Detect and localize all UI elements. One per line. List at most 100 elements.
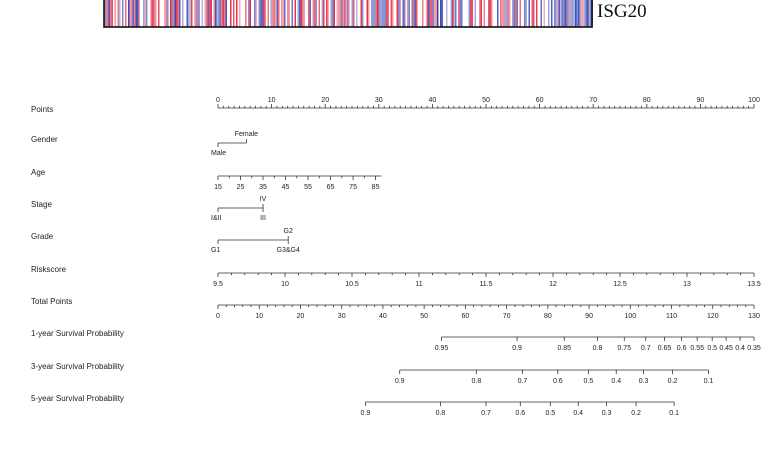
tick-label: 20: [297, 313, 305, 320]
heatmap-cell: [356, 0, 358, 27]
heatmap-cell: [285, 0, 287, 27]
heatmap-cell: [399, 0, 401, 27]
heatmap-cell: [300, 0, 302, 27]
tick-label: 110: [666, 313, 677, 320]
heatmap-cell: [426, 0, 428, 27]
heatmap-cell: [360, 0, 362, 27]
heatmap-cell: [465, 0, 467, 27]
heatmap-cell: [323, 0, 325, 27]
category-label: G2: [284, 228, 293, 235]
heatmap-cell: [530, 0, 532, 27]
heatmap-cell: [126, 0, 128, 27]
tick-label: 75: [349, 184, 357, 191]
heatmap-cell: [374, 0, 376, 27]
heatmap-cell: [149, 0, 151, 27]
tick-label: 40: [379, 313, 387, 320]
heatmap-cell: [144, 0, 146, 27]
heatmap-cell: [398, 0, 400, 27]
heatmap-cell: [536, 0, 538, 27]
heatmap-cell: [509, 0, 511, 27]
heatmap-cell: [159, 0, 161, 27]
heatmap-cell: [573, 0, 575, 27]
heatmap-cell: [390, 0, 392, 27]
heatmap-cell: [272, 0, 274, 27]
heatmap-cell: [428, 0, 430, 27]
heatmap-cell: [258, 0, 260, 27]
heatmap-cell: [317, 0, 319, 27]
heatmap-cell: [131, 0, 133, 27]
heatmap-cell: [189, 0, 191, 27]
heatmap-cell: [540, 0, 542, 27]
heatmap-cell: [486, 0, 488, 27]
row-label: Points: [31, 105, 53, 114]
heatmap-cell: [125, 0, 127, 27]
heatmap-cell: [453, 0, 455, 27]
heatmap-cell: [522, 0, 524, 27]
heatmap-cell: [432, 0, 434, 27]
heatmap-cell: [212, 0, 214, 27]
heatmap-cell: [542, 0, 544, 27]
heatmap-cell: [452, 0, 454, 27]
tick-label: 55: [304, 184, 312, 191]
heatmap-cell: [206, 0, 208, 27]
heatmap-cell: [315, 0, 317, 27]
heatmap-cell: [368, 0, 370, 27]
tick-label: 10.5: [345, 281, 359, 288]
heatmap-cell: [375, 0, 377, 27]
heatmap-cell: [237, 0, 239, 27]
heatmap-cell: [225, 0, 227, 27]
heatmap-cell: [270, 0, 272, 27]
heatmap-cell: [482, 0, 484, 27]
tick-label: 0.5: [707, 345, 717, 352]
heatmap-cell: [288, 0, 290, 27]
heatmap-cell: [353, 0, 355, 27]
heatmap-cell: [161, 0, 163, 27]
heatmap-cell: [123, 0, 125, 27]
heatmap-cell: [491, 0, 493, 27]
tick-label: 10: [268, 97, 276, 104]
heatmap-cell: [164, 0, 166, 27]
heatmap-cell: [309, 0, 311, 27]
row-label: 1-year Survival Probability: [31, 329, 124, 338]
heatmap-cell: [387, 0, 389, 27]
heatmap-cell: [182, 0, 184, 27]
tick-label: 0.3: [639, 378, 649, 385]
heatmap-cell: [545, 0, 547, 27]
heatmap-cell: [152, 0, 154, 27]
row-label: Riskscore: [31, 265, 67, 274]
heatmap-cell: [414, 0, 416, 27]
heatmap-cell: [459, 0, 461, 27]
heatmap-cell: [371, 0, 373, 27]
heatmap-cell: [242, 0, 244, 27]
heatmap-cell: [507, 0, 509, 27]
tick-label: 0.3: [602, 410, 612, 417]
tick-label: 0.8: [436, 410, 446, 417]
heatmap-cell: [434, 0, 436, 27]
heatmap-cell: [311, 0, 313, 27]
heatmap-cell: [282, 0, 284, 27]
heatmap-cell: [330, 0, 332, 27]
tick-label: 11.5: [479, 281, 492, 288]
tick-label: 0.4: [573, 410, 583, 417]
tick-label: 0.7: [481, 410, 491, 417]
heatmap-cell: [105, 0, 107, 27]
heatmap-cell: [116, 0, 118, 27]
heatmap-cell: [524, 0, 526, 27]
heatmap-cell: [552, 0, 554, 27]
heatmap-cell: [174, 0, 176, 27]
heatmap-cell: [411, 0, 413, 27]
heatmap-cell: [351, 0, 353, 27]
tick-label: 0.45: [719, 345, 733, 352]
heatmap-cell: [470, 0, 472, 27]
heatmap-cell: [171, 0, 173, 27]
heatmap-cell: [567, 0, 569, 27]
heatmap-cell: [156, 0, 158, 27]
category-label: Female: [235, 131, 258, 138]
row-label: Stage: [31, 200, 52, 209]
row-label: Grade: [31, 232, 54, 241]
heatmap-cell: [516, 0, 518, 27]
heatmap-cell: [489, 0, 491, 27]
heatmap-cell: [248, 0, 250, 27]
heatmap-cell: [431, 0, 433, 27]
heatmap-cell: [515, 0, 517, 27]
